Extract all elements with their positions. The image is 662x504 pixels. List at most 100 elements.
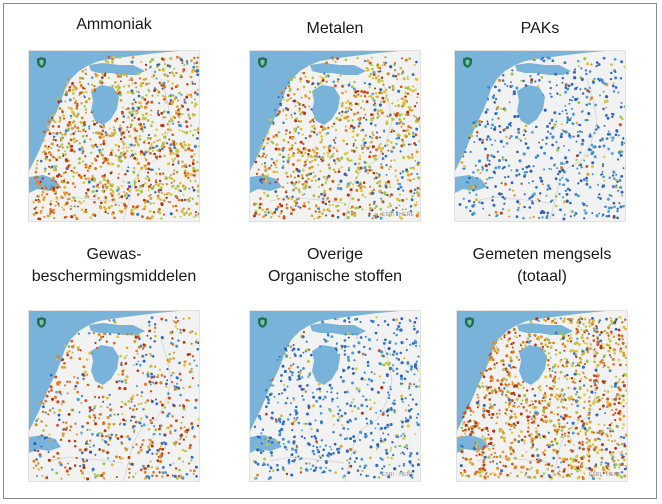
measurement-point [48,433,51,436]
measurement-point [125,75,128,78]
measurement-point [472,411,475,414]
measurement-point [374,148,379,152]
measurement-point [463,165,466,168]
measurement-point [147,88,150,92]
measurement-point [319,76,322,78]
measurement-point [169,430,172,433]
measurement-point [374,104,377,107]
measurement-point [548,419,552,423]
measurement-point [35,419,38,423]
measurement-point [366,405,369,408]
measurement-point [141,354,145,358]
measurement-point [279,421,282,424]
measurement-point [186,353,190,357]
measurement-point [610,206,613,209]
measurement-point [275,463,279,467]
measurement-point [503,127,507,131]
map-attribution: ESRI · HERE [381,212,414,218]
measurement-point [389,204,393,207]
measurement-point [578,373,581,376]
measurement-point [501,450,505,454]
measurement-point [364,379,367,381]
measurement-point [157,189,160,192]
measurement-point [82,374,86,377]
measurement-point [485,471,489,475]
measurement-point [89,428,92,431]
measurement-point [543,453,546,456]
measurement-point [40,194,43,196]
measurement-point [529,461,532,464]
measurement-point [153,89,157,92]
measurement-point [134,81,137,85]
measurement-point [298,109,301,113]
measurement-point [100,76,104,79]
measurement-point [388,86,391,89]
measurement-point [394,318,398,322]
measurement-point [292,399,295,402]
measurement-point [408,179,412,182]
measurement-point [136,161,140,165]
measurement-point [48,158,52,162]
measurement-point [193,98,197,101]
measurement-point [68,121,71,124]
measurement-point [140,417,143,420]
measurement-point [59,186,62,189]
measurement-point [399,85,403,89]
measurement-point [416,330,419,333]
measurement-point [124,403,128,407]
measurement-point [361,469,364,473]
measurement-point [272,170,276,174]
measurement-point [355,332,359,336]
measurement-point [177,120,180,124]
measurement-point [63,193,67,197]
measurement-point [272,469,275,472]
measurement-point [390,457,393,460]
measurement-point [477,404,480,407]
measurement-point [300,387,304,391]
measurement-point [178,468,181,472]
measurement-point [303,422,306,426]
measurement-point [327,334,330,337]
measurement-point [160,191,163,195]
measurement-point [260,144,264,148]
measurement-point [504,421,508,425]
measurement-point [407,106,410,109]
measurement-point [276,171,279,174]
measurement-point [97,333,101,336]
measurement-point [590,152,594,156]
measurement-point [293,182,297,186]
measurement-point [47,215,50,218]
measurement-point [68,197,71,200]
measurement-point [380,458,384,461]
measurement-point [106,451,110,455]
measurement-point [415,214,419,218]
measurement-point [588,86,591,90]
measurement-point [110,149,114,152]
measurement-point [148,448,151,452]
measurement-point [507,164,511,168]
measurement-point [418,125,420,128]
measurement-point [36,475,39,478]
measurement-point [84,399,88,403]
measurement-point [580,67,583,70]
measurement-point [578,65,580,68]
measurement-point [173,97,177,101]
measurement-point [327,163,330,166]
measurement-point [312,176,315,179]
measurement-point [379,142,382,145]
measurement-point [361,208,364,211]
measurement-point [179,142,183,146]
measurement-point [99,143,102,146]
measurement-point [513,115,517,119]
measurement-point [155,128,158,131]
measurement-point [79,201,83,205]
measurement-point [163,375,166,378]
measurement-point [326,176,329,179]
measurement-point [587,320,591,324]
measurement-point [102,142,106,146]
measurement-point [104,183,107,186]
measurement-point [70,199,73,202]
measurement-point [560,123,563,126]
measurement-point [291,429,294,432]
measurement-point [170,100,175,104]
